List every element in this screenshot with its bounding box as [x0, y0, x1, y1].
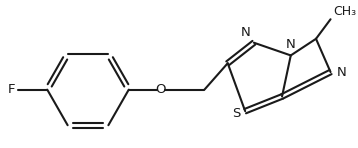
Text: O: O [155, 83, 166, 96]
Text: N: N [336, 66, 346, 79]
Text: N: N [240, 26, 250, 39]
Text: F: F [8, 83, 16, 96]
Text: S: S [232, 107, 240, 120]
Text: N: N [286, 38, 296, 51]
Text: CH₃: CH₃ [333, 5, 356, 18]
